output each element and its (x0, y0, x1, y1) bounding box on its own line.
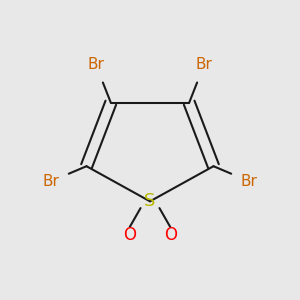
Text: S: S (144, 192, 156, 210)
Text: Br: Br (88, 57, 104, 72)
Text: Br: Br (240, 174, 257, 189)
Text: Br: Br (43, 174, 60, 189)
Text: O: O (164, 226, 177, 244)
Text: Br: Br (196, 57, 212, 72)
Text: O: O (123, 226, 136, 244)
